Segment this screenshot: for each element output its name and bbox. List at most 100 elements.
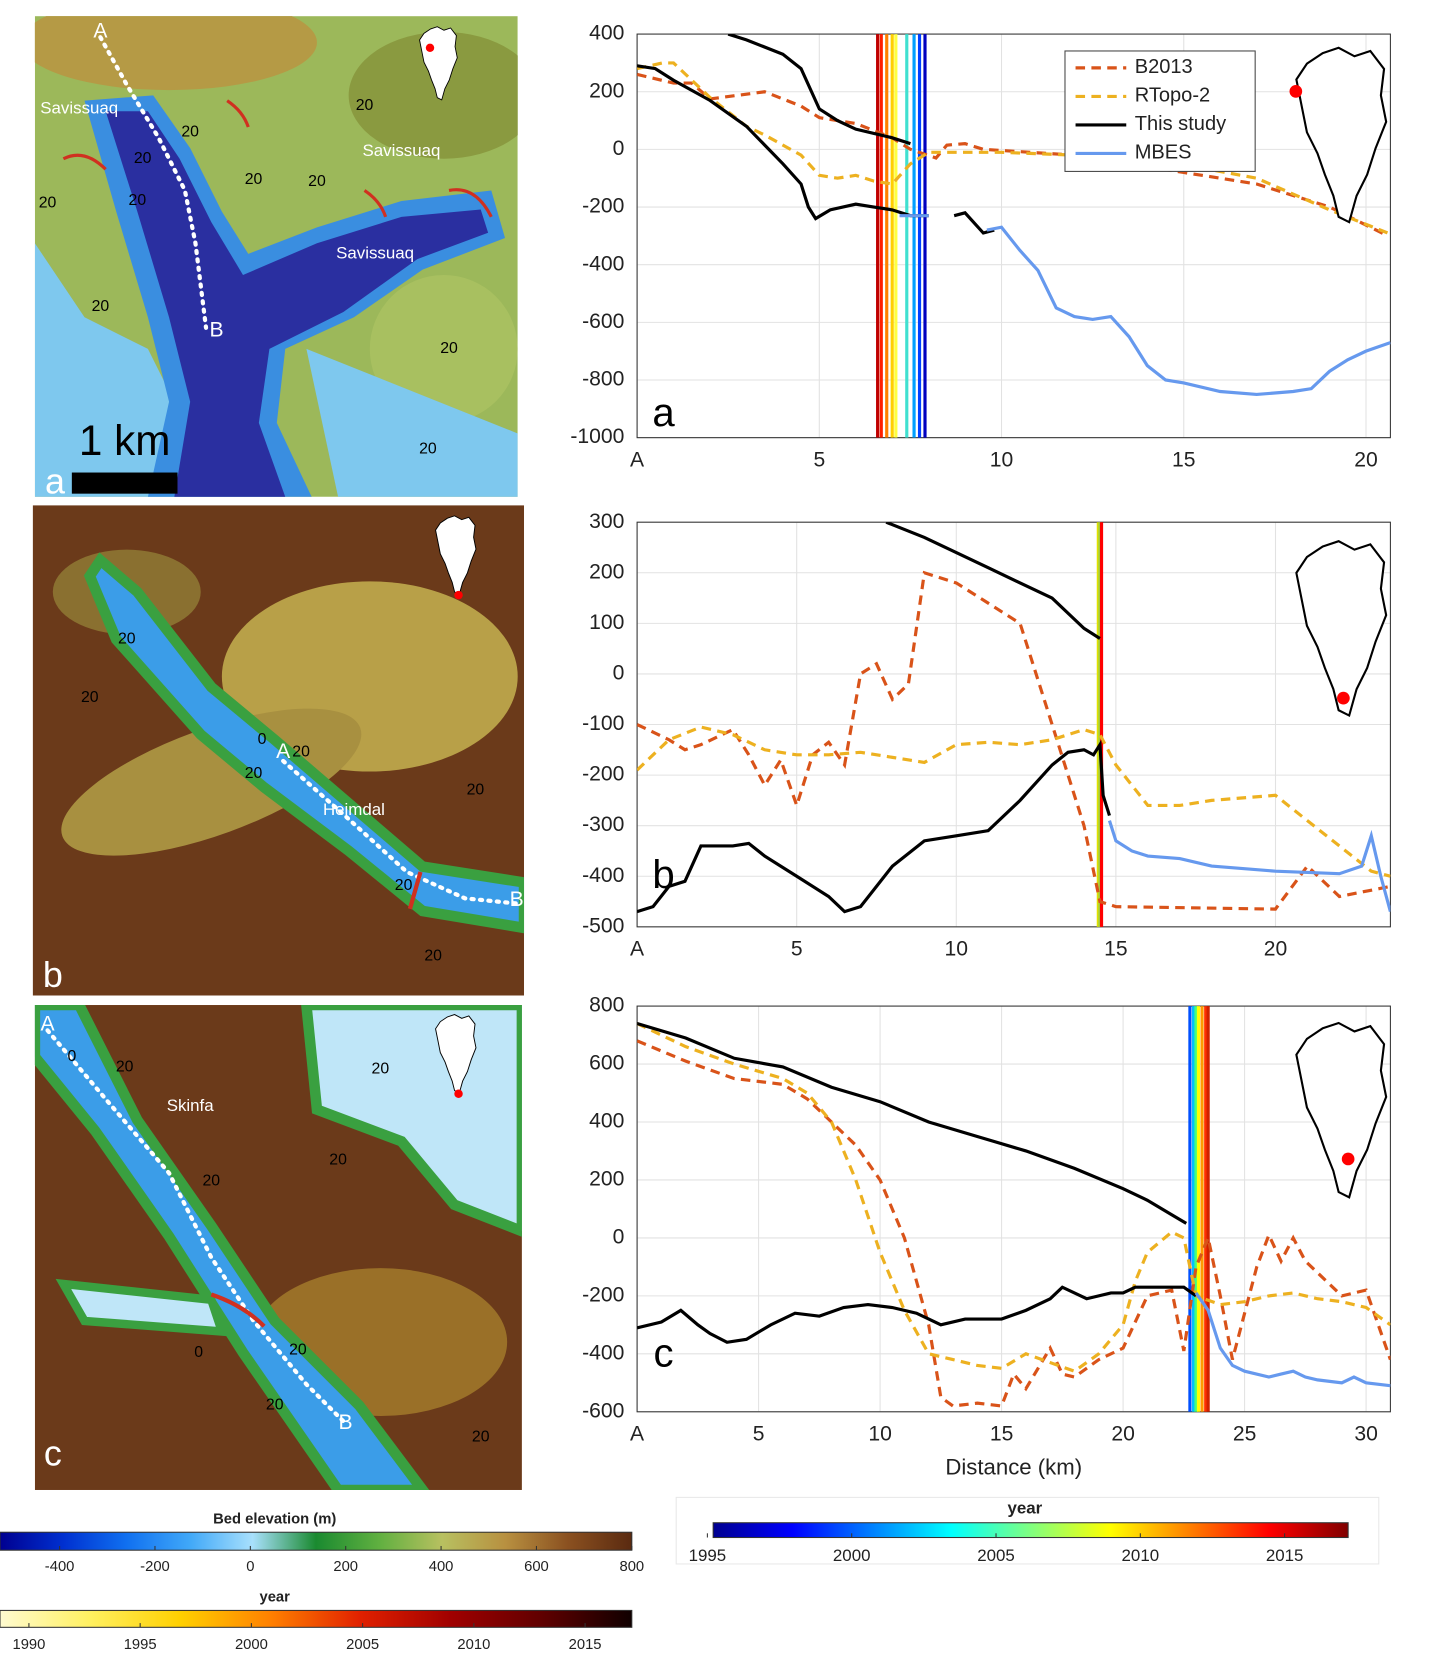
map-label: A [276, 740, 291, 763]
x-tick-label: A [630, 938, 645, 961]
panel-letter: b [43, 954, 63, 995]
y-tick-label: 300 [589, 510, 624, 533]
colorbar-tick-label: -200 [140, 1559, 170, 1575]
chart: -500 -400 -300 -200 -100 0 100 200 300 A 5 10 15 20 b [582, 510, 1391, 961]
terrain [369, 274, 518, 423]
contour-label: 20 [116, 1059, 134, 1076]
location-dot [425, 43, 435, 53]
contour-label: 20 [356, 97, 374, 114]
y-tick-label: -800 [582, 368, 624, 391]
panel-letter: c [653, 1330, 673, 1375]
water [306, 348, 518, 497]
x-tick-label: A [630, 1423, 645, 1446]
x-tick-label: 5 [813, 448, 825, 471]
colorbar-tick-label: 1990 [12, 1637, 45, 1653]
axes-frame [636, 1005, 1391, 1413]
series-line [637, 1021, 1188, 1225]
series-line [637, 739, 1111, 914]
series-line [1107, 820, 1391, 913]
legend-label: B2013 [1135, 56, 1193, 78]
x-tick-label: 20 [1111, 1423, 1135, 1446]
colorbar-tick-label: 2015 [569, 1637, 602, 1653]
colorbar-title: year [1007, 1498, 1042, 1517]
y-tick-label: -400 [582, 864, 624, 887]
contour-label: 0 [67, 1048, 76, 1065]
fjord-deep [105, 111, 489, 497]
series-line [637, 725, 1391, 878]
contour-label: 0 [194, 1344, 203, 1361]
series-line [637, 570, 1391, 911]
y-tick-label: -600 [582, 1399, 624, 1422]
y-tick-label: -100 [582, 712, 624, 735]
x-tick-label: 15 [990, 1423, 1014, 1446]
colorbar-frame [675, 1496, 1380, 1565]
contour-label: 20 [181, 124, 199, 141]
colorbar-title: Bed elevation (m) [213, 1511, 336, 1527]
y-tick-label: -200 [582, 763, 624, 786]
front-traces [210, 1292, 266, 1328]
fjord [83, 552, 525, 934]
location-dot [1341, 1152, 1355, 1166]
x-tick-label: 10 [868, 1423, 892, 1446]
contour-label: 20 [424, 948, 442, 965]
colorbar [0, 1531, 633, 1551]
contour-label: 20 [472, 1428, 490, 1445]
colorbar-tick-label: 2010 [1122, 1546, 1160, 1565]
contour-label: 20 [39, 194, 57, 211]
colorbar [712, 1522, 1349, 1539]
x-tick-label: 20 [1264, 938, 1288, 961]
y-tick-label: 800 [589, 994, 624, 1017]
series-line [899, 214, 1391, 397]
colorbar-tick-label: 2010 [457, 1637, 490, 1653]
map-label: B [210, 319, 224, 342]
x-tick-label: 20 [1354, 448, 1378, 471]
profile-line [98, 35, 209, 330]
map-label: B [338, 1411, 352, 1434]
location-dot [454, 590, 463, 600]
legend-label: MBES [1135, 142, 1192, 164]
x-tick-label: 5 [753, 1423, 765, 1446]
colorbar-tick-label: 2005 [977, 1546, 1015, 1565]
x-tick-label: 15 [1104, 938, 1128, 961]
series-line [885, 522, 1101, 640]
colorbar-tick-label: 0 [246, 1559, 254, 1575]
x-axis-label: Distance (km) [945, 1455, 1082, 1480]
front-traces [62, 99, 493, 218]
colorbar-title: year [259, 1590, 290, 1606]
colorbar-tick-label: -400 [45, 1559, 75, 1575]
colorbar-tick-label: 2005 [346, 1637, 379, 1653]
water [55, 1278, 228, 1337]
y-tick-label: 200 [589, 560, 624, 583]
panel-letter: a [652, 390, 675, 435]
profile-line [281, 758, 520, 906]
colorbar-tick-label: 1995 [689, 1546, 727, 1565]
contour-label: 20 [289, 1342, 307, 1359]
contour-label: 20 [134, 150, 152, 167]
contour-label: 20 [245, 171, 263, 188]
contour-label: 0 [258, 731, 267, 748]
colorbar-tick-label: 2000 [235, 1637, 268, 1653]
contour-label: 20 [203, 1173, 221, 1190]
contour-label: 20 [118, 631, 136, 648]
axes-frame [636, 33, 1391, 439]
contour-label: 20 [266, 1397, 284, 1414]
x-tick-label: A [630, 448, 645, 471]
series-line [637, 61, 1389, 235]
x-tick-label: 25 [1233, 1423, 1257, 1446]
y-tick-label: 0 [613, 137, 625, 160]
contour-label: 20 [395, 877, 413, 894]
terrain [34, 16, 317, 91]
y-tick-label: -400 [582, 1341, 624, 1364]
front-traces [407, 871, 423, 910]
y-tick-label: 400 [589, 1110, 624, 1133]
terrain [348, 31, 518, 159]
map-label: Skinfa [167, 1096, 215, 1115]
greenland-inset [1295, 46, 1388, 224]
y-tick-label: 200 [589, 79, 624, 102]
profile-line [45, 1028, 346, 1424]
map-label: B [510, 888, 524, 911]
map-a [34, 16, 518, 497]
legend-box [1064, 50, 1256, 172]
